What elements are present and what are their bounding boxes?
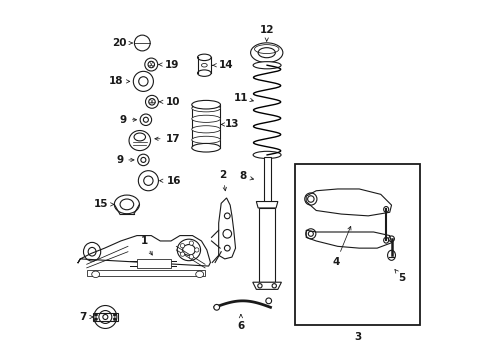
Circle shape — [213, 305, 219, 310]
Text: 18: 18 — [108, 76, 129, 86]
Polygon shape — [78, 235, 210, 266]
Circle shape — [223, 229, 231, 238]
Polygon shape — [137, 259, 171, 267]
Ellipse shape — [191, 115, 220, 122]
Text: 6: 6 — [237, 315, 244, 330]
Ellipse shape — [191, 100, 220, 109]
Text: 17: 17 — [155, 134, 180, 144]
Circle shape — [113, 314, 116, 316]
Text: 19: 19 — [159, 59, 179, 69]
Polygon shape — [259, 208, 274, 282]
Text: 10: 10 — [159, 97, 180, 107]
Text: 15: 15 — [94, 199, 114, 210]
Text: 13: 13 — [221, 120, 239, 129]
Text: 14: 14 — [212, 60, 232, 70]
Polygon shape — [86, 270, 204, 276]
Ellipse shape — [92, 271, 100, 278]
Circle shape — [194, 248, 199, 252]
Text: 16: 16 — [159, 176, 181, 186]
Ellipse shape — [195, 271, 203, 278]
Circle shape — [265, 298, 271, 304]
Polygon shape — [256, 202, 277, 208]
Text: 8: 8 — [239, 171, 253, 181]
Bar — [294, 164, 419, 325]
Polygon shape — [305, 189, 391, 216]
Circle shape — [180, 244, 184, 248]
Ellipse shape — [191, 126, 220, 133]
Text: 4: 4 — [332, 226, 350, 267]
Circle shape — [224, 245, 230, 251]
Circle shape — [189, 255, 193, 259]
Circle shape — [224, 213, 230, 219]
Polygon shape — [218, 198, 235, 259]
Text: 11: 11 — [234, 93, 253, 103]
Polygon shape — [252, 282, 281, 289]
Text: 3: 3 — [353, 332, 360, 342]
Circle shape — [189, 241, 193, 245]
Polygon shape — [263, 157, 270, 202]
Text: 12: 12 — [259, 25, 273, 41]
Ellipse shape — [191, 136, 220, 143]
Polygon shape — [93, 314, 118, 320]
Text: 20: 20 — [111, 38, 132, 48]
Ellipse shape — [191, 143, 220, 152]
Circle shape — [94, 318, 97, 320]
Ellipse shape — [253, 62, 281, 69]
Text: 9: 9 — [116, 155, 134, 165]
Polygon shape — [305, 230, 391, 248]
Text: 1: 1 — [140, 236, 152, 255]
Text: 2: 2 — [219, 170, 226, 191]
Circle shape — [94, 314, 97, 316]
Text: 5: 5 — [394, 270, 405, 283]
Ellipse shape — [253, 151, 281, 158]
Ellipse shape — [191, 105, 220, 112]
Text: 9: 9 — [120, 115, 136, 125]
Circle shape — [113, 318, 116, 320]
Text: 7: 7 — [79, 312, 93, 322]
Circle shape — [180, 252, 184, 256]
